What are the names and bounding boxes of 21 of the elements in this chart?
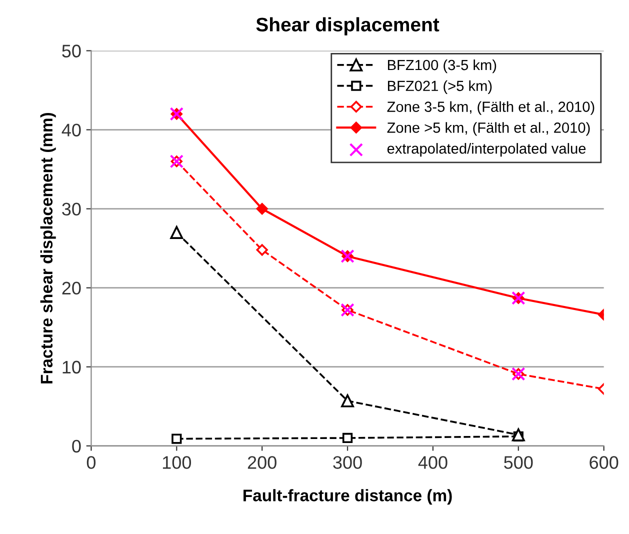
- y-tick-label: 0: [72, 440, 81, 453]
- y-tick-label: 10: [62, 360, 81, 374]
- y-axis-title: Fracture shear displacement (mm): [40, 112, 56, 384]
- x-axis-title: Fault-fracture distance (m): [244, 489, 452, 505]
- chart-title: Shear displacement: [256, 17, 440, 36]
- y-tick-label: 40: [62, 124, 81, 136]
- x-tick-label: 600: [590, 456, 618, 469]
- x-tick-label: 0: [86, 456, 96, 469]
- legend-label: Zone >5 km, (Fälth et al., 2010): [387, 122, 590, 136]
- legend-label: Zone 3-5 km, (Fälth et al., 2010): [387, 101, 594, 115]
- x-tick-label: 200: [248, 456, 276, 469]
- y-tick-label: 50: [62, 44, 81, 58]
- y-tick-label: 20: [62, 282, 81, 295]
- x-tick-label: 100: [162, 456, 191, 469]
- x-tick-label: 400: [418, 456, 448, 469]
- legend-label: BFZ021 (>5 km): [388, 80, 492, 94]
- x-tick-label: 300: [333, 456, 362, 469]
- legend-label: BFZ100 (3-5 km): [388, 59, 496, 74]
- legend-label: extrapolated/interpolated value: [387, 143, 586, 157]
- x-tick-label: 500: [504, 456, 533, 469]
- y-tick-label: 30: [62, 202, 81, 216]
